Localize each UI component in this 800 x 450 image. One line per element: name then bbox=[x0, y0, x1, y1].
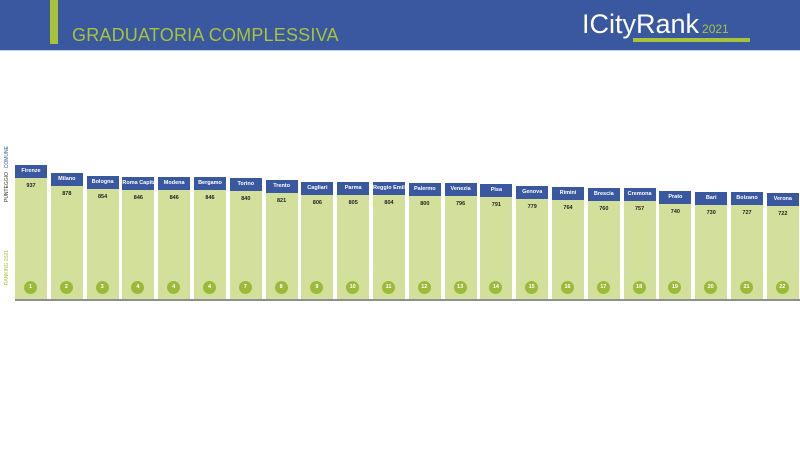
rank-badge: 4 bbox=[131, 280, 145, 294]
city-label: Parma bbox=[337, 182, 370, 196]
city-label: Rimini bbox=[552, 187, 584, 201]
score-label: 846 bbox=[133, 194, 143, 201]
bar: Roma Capitale 846 4 bbox=[122, 176, 155, 299]
score-label: 854 bbox=[98, 193, 108, 200]
rank-badge: 4 bbox=[203, 280, 216, 294]
bar: Reggio Emilia 804 11 bbox=[373, 182, 405, 299]
city-label: Trento bbox=[265, 180, 298, 194]
score-label: 727 bbox=[742, 210, 752, 217]
city-label: Cagliari bbox=[301, 182, 334, 196]
logo-year: 2021 bbox=[702, 22, 729, 36]
rank-badge: 1 bbox=[24, 281, 37, 294]
rank-badge: 20 bbox=[704, 280, 718, 294]
city-label: Bologna bbox=[86, 175, 119, 189]
bar: Venezia 796 13 bbox=[444, 183, 477, 299]
city-label: Bolzano bbox=[731, 192, 763, 206]
bar: Bergamo 846 4 bbox=[194, 176, 226, 299]
bar: Verona 722 22 bbox=[766, 192, 799, 299]
rank-badge: 12 bbox=[417, 280, 431, 294]
city-label: Bari bbox=[695, 191, 728, 205]
city-label: Firenze bbox=[15, 165, 47, 178]
bar: Prato 740 19 bbox=[659, 190, 692, 299]
city-label: Palermo bbox=[408, 182, 441, 196]
header: GRADUATORIA COMPLESSIVA ICityRank 2021 bbox=[0, 0, 800, 51]
city-label: Genova bbox=[516, 185, 549, 199]
rank-badge: 22 bbox=[775, 280, 789, 294]
bar: Parma 805 10 bbox=[337, 182, 370, 299]
bar: Pisa 791 14 bbox=[480, 183, 513, 299]
bar: Brescia 760 17 bbox=[587, 188, 620, 299]
bar: Cagliari 806 9 bbox=[301, 182, 334, 299]
score-label: 760 bbox=[599, 206, 609, 212]
rank-badge: 2 bbox=[59, 280, 73, 294]
city-label: Venezia bbox=[444, 183, 477, 197]
rank-badge: 19 bbox=[668, 280, 682, 294]
score-label: 730 bbox=[706, 209, 716, 216]
score-label: 846 bbox=[169, 194, 179, 201]
score-label: 740 bbox=[670, 208, 680, 215]
rank-badge: 3 bbox=[95, 280, 109, 294]
bar: Modena 846 4 bbox=[158, 176, 191, 299]
bar: Genova 779 15 bbox=[516, 185, 549, 299]
rank-badge: 17 bbox=[596, 280, 610, 294]
bar: Rimini 764 16 bbox=[552, 187, 584, 299]
header-accent-bar bbox=[50, 0, 58, 44]
score-label: 800 bbox=[420, 200, 430, 207]
city-label: Reggio Emilia bbox=[373, 182, 405, 196]
city-label: Pisa bbox=[480, 183, 513, 197]
city-label: Bergamo bbox=[194, 176, 226, 190]
score-label: 757 bbox=[635, 206, 645, 213]
chart-baseline bbox=[15, 299, 800, 301]
city-label: Milano bbox=[50, 172, 83, 186]
rank-badge: 4 bbox=[167, 280, 181, 294]
rank-badge: 14 bbox=[489, 280, 503, 294]
bar: Bologna 854 3 bbox=[86, 175, 119, 299]
score-label: 846 bbox=[205, 194, 215, 201]
bar: Bari 730 20 bbox=[695, 191, 728, 299]
bar: Cremona 757 18 bbox=[623, 188, 656, 299]
score-label: 764 bbox=[563, 205, 573, 212]
city-label: Brescia bbox=[587, 188, 620, 201]
bar: Firenze 937 1 bbox=[15, 165, 47, 299]
score-label: 804 bbox=[384, 200, 394, 207]
score-label: 805 bbox=[348, 200, 358, 207]
city-label: Torino bbox=[229, 177, 262, 191]
rank-badge: 11 bbox=[382, 280, 395, 294]
score-label: 722 bbox=[778, 210, 788, 217]
rank-badge: 7 bbox=[238, 280, 252, 294]
rank-badge: 21 bbox=[740, 280, 753, 294]
score-label: 806 bbox=[312, 200, 322, 207]
city-label: Roma Capitale bbox=[122, 176, 155, 190]
bar: Torino 840 7 bbox=[229, 177, 262, 299]
score-label: 791 bbox=[491, 201, 501, 208]
score-label: 878 bbox=[62, 190, 72, 197]
score-label: 821 bbox=[277, 198, 287, 205]
city-label: Prato bbox=[659, 190, 692, 204]
rank-badge: 9 bbox=[310, 280, 324, 294]
city-label: Verona bbox=[766, 192, 799, 206]
bar: Trento 821 8 bbox=[265, 180, 298, 299]
rank-badge: 18 bbox=[632, 280, 646, 294]
logo-text: ICityRank bbox=[582, 9, 700, 39]
score-label: 779 bbox=[527, 203, 537, 210]
rank-badge: 8 bbox=[274, 280, 288, 294]
rank-badge: 16 bbox=[561, 280, 574, 294]
bar: Palermo 800 12 bbox=[408, 182, 441, 299]
rank-badge: 10 bbox=[346, 280, 360, 294]
city-label: Modena bbox=[158, 176, 191, 190]
score-label: 937 bbox=[26, 183, 36, 189]
rank-badge: 15 bbox=[525, 280, 539, 294]
rank-badge: 13 bbox=[453, 280, 467, 294]
logo: ICityRank 2021 bbox=[582, 9, 729, 40]
bar: Bolzano 727 21 bbox=[731, 192, 763, 299]
page-title: GRADUATORIA COMPLESSIVA bbox=[72, 25, 339, 45]
score-label: 796 bbox=[456, 201, 466, 208]
city-label: Cremona bbox=[623, 188, 656, 202]
score-label: 840 bbox=[241, 195, 251, 202]
bar: Milano 878 2 bbox=[50, 172, 83, 299]
logo-underline bbox=[633, 38, 750, 42]
